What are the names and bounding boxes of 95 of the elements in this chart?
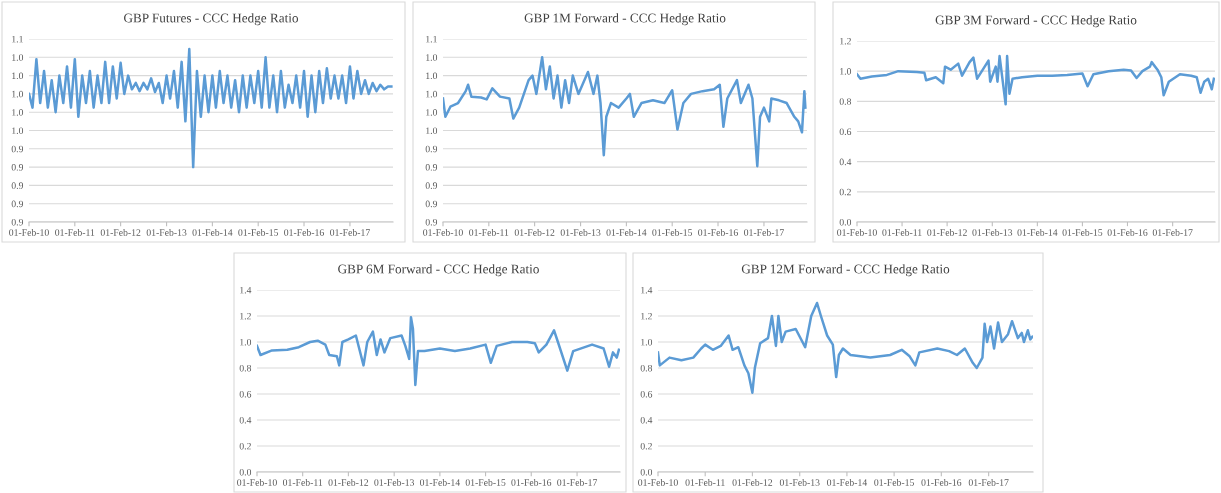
x-tick-label: 01-Feb-13 [146,228,187,236]
x-tick-label: 01-Feb-13 [560,228,601,236]
y-tick-label: 0.8 [640,364,653,372]
y-tick-label: 1.0 [641,338,653,346]
x-tick-label: 01-Feb-10 [9,228,49,236]
y-tick-label: 1.2 [240,312,251,320]
y-tick-label: 0.8 [839,98,852,105]
x-tick-label: 01-Feb-17 [968,478,1009,486]
y-tick-label: 0.9 [11,218,24,226]
x-tick-label: 01-Feb-15 [238,228,279,236]
y-tick-label: 0.9 [425,200,438,208]
line-series [443,56,807,168]
chart-title: GBP 6M Forward - CCC Hedge Ratio [338,264,539,277]
x-tick-label: 01-Feb-16 [921,478,962,486]
x-tick-label: 01-Feb-11 [55,228,95,236]
y-tick-label: 1.2 [840,37,851,45]
x-tick-label: 01-Feb-16 [511,478,552,486]
line-series [29,47,393,169]
x-tick-label: 01-Feb-10 [423,228,463,236]
chart-title: GBP Futures - CCC Hedge Ratio [124,13,299,26]
x-tick-label: 01-Feb-17 [330,228,370,236]
x-tick-label: 01-Feb-10 [237,478,277,486]
x-tick-label: 01-Feb-13 [374,478,415,486]
x-tick-label: 01-Feb-17 [1152,228,1193,236]
x-tick-label: 01-Feb-10 [837,228,877,236]
x-tick-label: 01-Feb-10 [638,478,678,486]
chart-title: GBP 1M Forward - CCC Hedge Ratio [524,13,726,26]
y-tick-label: 1.0 [12,127,24,135]
x-tick-label: 01-Feb-15 [652,228,693,236]
y-tick-label: 1.0 [12,90,24,98]
y-tick-label: 0.9 [425,164,438,171]
x-tick-label: 01-Feb-15 [1062,228,1103,236]
x-tick-label: 01-Feb-11 [469,228,509,236]
x-tick-label: 01-Feb-14 [420,478,460,486]
y-tick-label: 1.0 [426,90,438,98]
y-tick-label: 0.4 [239,416,252,424]
y-tick-label: 0.0 [239,468,252,476]
x-tick-label: 01-Feb-16 [1107,228,1148,236]
x-tick-label: 01-Feb-12 [100,228,141,236]
x-tick-label: 01-Feb-14 [606,228,647,236]
y-tick-label: 0.9 [11,200,24,208]
x-tick-label: 01-Feb-13 [972,228,1013,236]
y-tick-label: 0.9 [11,164,24,171]
y-tick-label: 0.6 [239,390,252,398]
y-tick-label: 0.6 [640,390,653,398]
y-tick-label: 0.9 [425,145,438,153]
y-tick-label: 0.9 [11,145,24,153]
x-tick-label: 01-Feb-17 [557,478,598,486]
y-tick-label: 1.1 [426,35,437,43]
y-tick-label: 0.8 [239,364,252,372]
y-tick-label: 1.4 [240,286,252,294]
x-tick-label: 01-Feb-14 [192,228,233,236]
x-tick-label: 01-Feb-11 [882,228,922,236]
chart-title: GBP 3M Forward - CCC Hedge Ratio [935,15,1137,28]
y-tick-label: 0.2 [839,188,851,196]
y-tick-label: 1.0 [426,72,438,80]
y-tick-label: 1.2 [641,312,652,320]
x-tick-label: 01-Feb-11 [282,478,323,486]
y-tick-label: 1.4 [641,286,653,294]
y-tick-label: 1.0 [426,54,438,61]
line-series [857,54,1215,106]
x-tick-label: 01-Feb-14 [827,478,868,486]
x-tick-label: 01-Feb-12 [514,228,555,236]
x-tick-label: 01-Feb-15 [874,478,914,486]
line-series [658,301,1033,394]
y-tick-label: 0.9 [11,182,24,189]
y-tick-label: 1.0 [12,72,24,80]
x-tick-label: 01-Feb-12 [927,228,967,236]
x-tick-label: 01-Feb-14 [1017,228,1058,236]
y-tick-label: 0.4 [640,416,653,424]
y-tick-label: 0.2 [239,442,251,450]
y-tick-label: 0.4 [839,158,852,166]
y-tick-label: 1.0 [426,127,438,135]
y-tick-label: 1.0 [12,109,24,116]
y-tick-label: 1.0 [840,68,852,75]
y-tick-label: 0.0 [839,218,852,226]
y-tick-label: 0.9 [425,218,438,226]
chart-title: GBP 12M Forward - CCC Hedge Ratio [741,264,950,277]
y-tick-label: 0.9 [425,182,438,189]
x-tick-label: 01-Feb-15 [465,478,506,486]
x-tick-label: 01-Feb-17 [744,228,784,236]
x-tick-label: 01-Feb-16 [698,228,738,236]
x-tick-label: 01-Feb-12 [732,478,773,486]
y-tick-label: 1.0 [240,338,252,346]
y-tick-label: 1.0 [12,54,24,61]
y-tick-label: 0.2 [640,442,652,450]
y-tick-label: 1.1 [12,35,23,43]
line-series [257,316,620,387]
x-tick-label: 01-Feb-16 [284,228,324,236]
y-tick-label: 0.6 [839,128,852,136]
y-tick-label: 1.0 [426,109,438,116]
y-tick-label: 0.0 [640,468,653,476]
x-tick-label: 01-Feb-13 [779,478,820,486]
x-tick-label: 01-Feb-12 [328,478,369,486]
x-tick-label: 01-Feb-11 [685,478,725,486]
